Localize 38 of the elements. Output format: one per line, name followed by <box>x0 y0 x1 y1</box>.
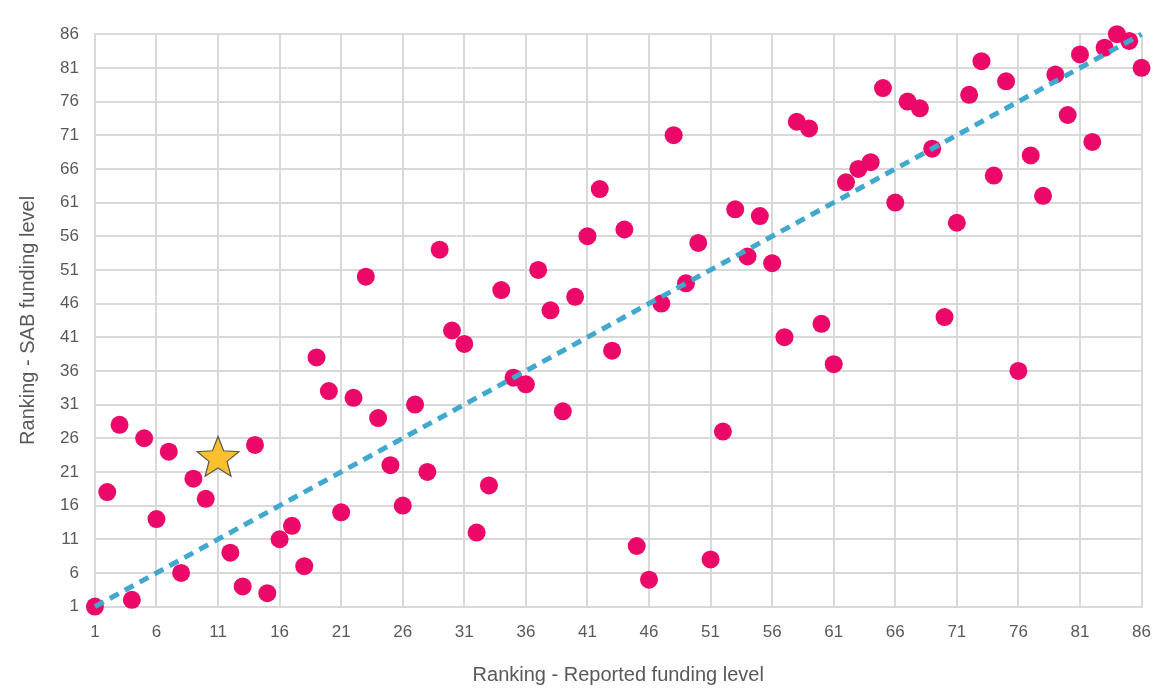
y-tick-label: 66 <box>59 158 79 178</box>
y-tick-label: 31 <box>59 394 79 414</box>
x-tick-label: 56 <box>762 622 782 642</box>
x-tick-label: 86 <box>1132 622 1152 642</box>
x-tick-label: 81 <box>1070 622 1090 642</box>
y-tick-label: 76 <box>59 91 79 111</box>
y-tick-label: 81 <box>59 57 79 77</box>
x-tick-label: 51 <box>701 622 721 642</box>
x-tick-label: 16 <box>270 622 290 642</box>
y-tick-label: 36 <box>59 360 79 380</box>
y-tick-label: 41 <box>59 326 79 346</box>
x-axis-title: Ranking - Reported funding level <box>472 662 764 685</box>
x-tick-label: 26 <box>393 622 413 642</box>
x-tick-label: 41 <box>577 622 597 642</box>
y-axis-title: Ranking - SAB funding level <box>15 195 38 445</box>
y-tick-label: 46 <box>59 293 79 313</box>
y-tick-label: 11 <box>61 528 79 548</box>
y-tick-label: 61 <box>59 192 79 212</box>
x-tick-label: 6 <box>151 622 162 642</box>
x-tick-label: 31 <box>454 622 474 642</box>
y-tick-label: 6 <box>69 562 79 582</box>
y-tick-label: 26 <box>59 427 79 447</box>
x-tick-label: 21 <box>331 622 351 642</box>
y-tick-label: 56 <box>59 225 79 245</box>
x-tick-label: 36 <box>516 622 536 642</box>
y-tick-label: 51 <box>59 259 79 279</box>
x-tick-label: 76 <box>1008 622 1028 642</box>
y-tick-label: 21 <box>59 461 79 481</box>
y-tick-label: 1 <box>69 596 79 616</box>
x-tick-label: 11 <box>209 622 227 642</box>
y-tick-label: 86 <box>59 23 79 43</box>
y-tick-label: 16 <box>59 495 79 515</box>
x-tick-label: 66 <box>885 622 905 642</box>
x-tick-label: 71 <box>947 622 967 642</box>
x-tick-label: 46 <box>639 622 659 642</box>
x-tick-label: 61 <box>824 622 844 642</box>
x-tick-label: 1 <box>90 622 100 642</box>
y-tick-label: 71 <box>59 124 79 144</box>
